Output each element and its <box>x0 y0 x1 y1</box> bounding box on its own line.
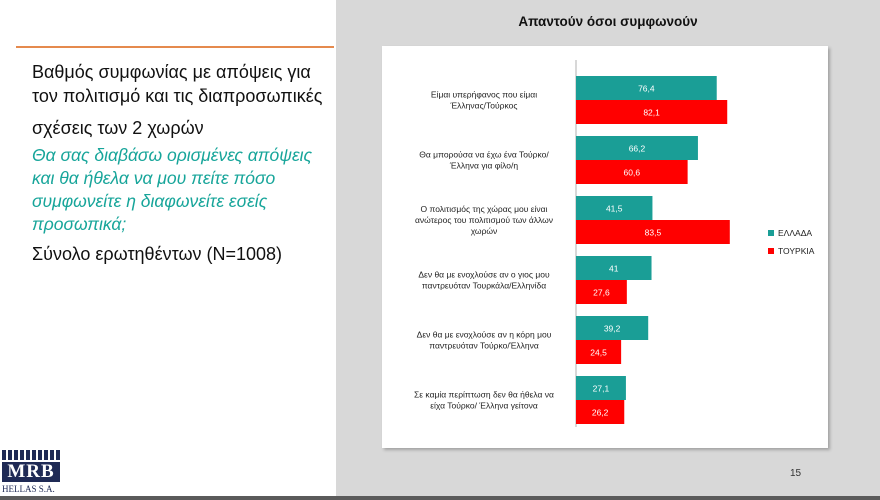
data-label: 26,2 <box>592 408 609 418</box>
category-label: χωρών <box>471 226 498 236</box>
category-label: ανώτερος του πολιτισμού των άλλων <box>415 215 553 225</box>
mrb-logo: MRB HELLAS S.A. <box>0 446 64 500</box>
category-label: παντρευόταν Τούρκο/Έλληνα <box>429 341 539 351</box>
bar-turkey <box>576 160 688 184</box>
legend-label: ΕΛΛΑΔΑ <box>778 228 812 238</box>
question-instruction: Θα σας διαβάσω ορισμένες απόψεις και θα … <box>32 145 313 234</box>
category-label: Ο πολιτισμός της χώρας μου είναι <box>421 204 548 214</box>
footer-bar <box>0 496 880 500</box>
bar-turkey <box>576 400 625 424</box>
chart-title: Απαντούν όσοι συμφωνούν <box>518 14 698 29</box>
legend-swatch <box>768 248 774 254</box>
slide-left-panel: Βαθμός συμφωνίας με απόψεις για τον πολι… <box>0 0 336 500</box>
bar-greece <box>576 136 698 160</box>
data-label: 60,6 <box>624 168 641 178</box>
category-label: Έλληνας/Τούρκος <box>450 101 518 111</box>
category-label: Θα μπορούσα να έχω ένα Τούρκο/ <box>419 150 549 160</box>
data-label: 27,1 <box>593 384 610 394</box>
bar-turkey <box>576 100 728 124</box>
category-label: είχα Τούρκο/ Έλληνα γείτονα <box>430 401 538 411</box>
data-label: 27,6 <box>593 288 610 298</box>
data-label: 66,2 <box>629 144 646 154</box>
category-label: Σε καμία περίπτωση δεν θα ήθελα να <box>414 390 554 400</box>
logo-mrb-text: MRB <box>2 462 60 482</box>
slide-heading-continued: σχέσεις των 2 χωρών <box>32 118 204 138</box>
bar-greece <box>576 196 653 220</box>
slide-heading: Βαθμός συμφωνίας με απόψεις για τον πολι… <box>32 62 323 106</box>
bar-chart: Είμαι υπερήφανος που είμαιΈλληνας/Τούρκο… <box>414 60 815 427</box>
bar-turkey <box>576 220 730 244</box>
bar-turkey <box>576 340 622 364</box>
bar-greece <box>576 316 649 340</box>
chart-card: Είμαι υπερήφανος που είμαι Έλληνας/Τούρκο… <box>382 46 828 448</box>
category-label: Είμαι υπερήφανος που είμαι <box>431 90 537 100</box>
data-label: 82,1 <box>643 108 660 118</box>
data-label: 83,5 <box>645 228 662 238</box>
category-label: Έλληνα για φίλο/η <box>449 161 518 171</box>
logo-hellas-text: HELLAS S.A. <box>2 484 55 494</box>
data-label: 76,4 <box>638 84 655 94</box>
sample-size: Σύνολο ερωτηθέντων (N=1008) <box>32 244 283 264</box>
category-label: παντρευόταν Τουρκάλα/Ελληνίδα <box>422 281 546 291</box>
bar-greece <box>576 256 652 280</box>
data-label: 41 <box>609 264 619 274</box>
data-label: 39,2 <box>604 324 621 334</box>
category-label: Δεν θα με ενοχλούσε αν ο γιος μου <box>418 270 550 280</box>
legend-label: ΤΟΥΡΚΙΑ <box>778 246 815 256</box>
chart-panel: Απαντούν όσοι συμφωνούν Είμαι υπερήφανος… <box>336 0 880 500</box>
bar-turkey <box>576 280 627 304</box>
page-number: 15 <box>790 468 802 479</box>
legend-swatch <box>768 230 774 236</box>
bar-greece <box>576 76 717 100</box>
slide-text-block: Βαθμός συμφωνίας με απόψεις για τον πολι… <box>32 60 332 266</box>
category-label: Δεν θα με ενοχλούσε αν η κόρη μου <box>417 330 552 340</box>
data-label: 41,5 <box>606 204 623 214</box>
logo-stripes <box>2 450 60 460</box>
data-label: 24,5 <box>590 348 607 358</box>
bar-greece <box>576 376 626 400</box>
orange-divider <box>16 46 334 48</box>
